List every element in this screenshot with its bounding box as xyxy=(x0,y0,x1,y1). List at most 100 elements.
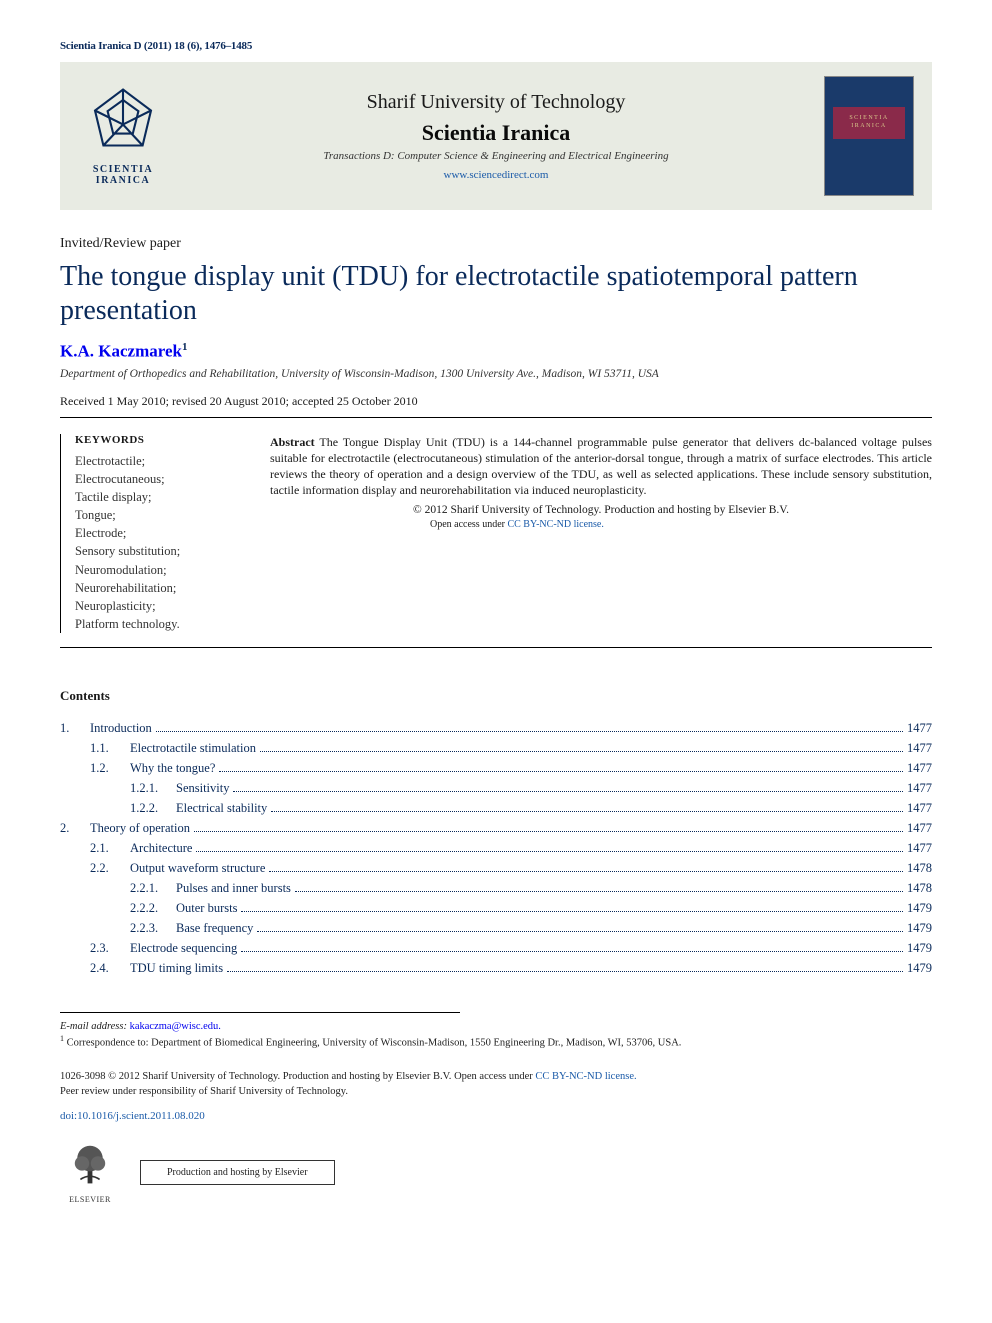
issn-copyright-line: 1026-3098 © 2012 Sharif University of Te… xyxy=(60,1069,932,1085)
table-of-contents: 1.Introduction14771.1.Electrotactile sti… xyxy=(60,718,932,978)
toc-number: 2.3. xyxy=(90,938,130,958)
toc-page: 1477 xyxy=(907,778,932,798)
toc-row[interactable]: 1.2.2.Electrical stability1477 xyxy=(60,798,932,818)
footer-block: 1026-3098 © 2012 Sharif University of Te… xyxy=(60,1069,932,1125)
toc-row[interactable]: 2.2.Output waveform structure 1478 xyxy=(60,858,932,878)
journal-name: Scientia Iranica xyxy=(186,120,806,146)
keywords-heading: KEYWORDS xyxy=(75,434,240,446)
keyword-item: Tactile display; xyxy=(75,488,240,506)
divider xyxy=(60,417,932,418)
toc-number: 2.2.1. xyxy=(130,878,176,898)
toc-number: 2.1. xyxy=(90,838,130,858)
masthead-center: Sharif University of Technology Scientia… xyxy=(186,91,806,182)
journal-reference: Scientia Iranica D (2011) 18 (6), 1476–1… xyxy=(60,40,932,52)
footer-license-link[interactable]: CC BY-NC-ND license. xyxy=(535,1071,636,1082)
toc-label: Base frequency xyxy=(176,918,253,938)
author-name: K.A. Kaczmarek1 xyxy=(60,341,932,362)
toc-row[interactable]: 2.2.2.Outer bursts 1479 xyxy=(60,898,932,918)
keyword-item: Electrotactile; xyxy=(75,452,240,470)
toc-row[interactable]: 1.2.Why the tongue?1477 xyxy=(60,758,932,778)
toc-leader xyxy=(219,771,903,772)
toc-leader xyxy=(227,971,903,972)
license-line: Open access under CC BY-NC-ND license. xyxy=(270,518,932,532)
correspondence-text: Correspondence to: Department of Biomedi… xyxy=(67,1038,682,1049)
author-link[interactable]: K.A. Kaczmarek xyxy=(60,342,182,361)
toc-row[interactable]: 2.4.TDU timing limits1479 xyxy=(60,958,932,978)
toc-number: 1.1. xyxy=(90,738,130,758)
toc-leader xyxy=(295,891,903,892)
toc-page: 1477 xyxy=(907,718,932,738)
copyright-line: © 2012 Sharif University of Technology. … xyxy=(270,503,932,519)
logo-caption: SCIENTIA IRANICA xyxy=(78,164,168,186)
author-footnote-marker: 1 xyxy=(182,341,188,353)
doi-link[interactable]: doi:10.1016/j.scient.2011.08.020 xyxy=(60,1110,205,1122)
toc-row[interactable]: 1.Introduction 1477 xyxy=(60,718,932,738)
toc-row[interactable]: 2.Theory of operation1477 xyxy=(60,818,932,838)
toc-label: Architecture xyxy=(130,838,192,858)
toc-number: 2.2. xyxy=(90,858,130,878)
scientia-iranica-icon xyxy=(88,86,158,156)
journal-url[interactable]: www.sciencedirect.com xyxy=(444,169,549,181)
abstract-column: Abstract The Tongue Display Unit (TDU) i… xyxy=(270,434,932,633)
license-prefix: Open access under xyxy=(430,519,507,530)
transactions-line: Transactions D: Computer Science & Engin… xyxy=(186,150,806,162)
toc-label: Introduction xyxy=(90,718,152,738)
toc-leader xyxy=(260,751,903,752)
toc-label: Electrode sequencing xyxy=(130,938,237,958)
toc-leader xyxy=(269,871,903,872)
toc-label: Why the tongue? xyxy=(130,758,215,778)
toc-row[interactable]: 2.2.3.Base frequency 1479 xyxy=(60,918,932,938)
toc-row[interactable]: 1.2.1.Sensitivity1477 xyxy=(60,778,932,798)
keywords-column: KEYWORDS Electrotactile;Electrocutaneous… xyxy=(60,434,240,633)
correspondence-marker: 1 xyxy=(60,1034,64,1043)
toc-page: 1477 xyxy=(907,738,932,758)
elsevier-tree-icon xyxy=(66,1141,114,1189)
toc-label: Pulses and inner bursts xyxy=(176,878,291,898)
toc-number: 2.2.2. xyxy=(130,898,176,918)
toc-label: Electrotactile stimulation xyxy=(130,738,256,758)
toc-page: 1479 xyxy=(907,898,932,918)
university-name: Sharif University of Technology xyxy=(186,91,806,114)
elsevier-caption: ELSEVIER xyxy=(60,1195,120,1204)
email-footnote: E-mail address: kakaczma@wisc.edu. xyxy=(60,1021,460,1032)
toc-page: 1478 xyxy=(907,878,932,898)
toc-number: 2.2.3. xyxy=(130,918,176,938)
toc-leader xyxy=(233,791,903,792)
toc-number: 1.2.2. xyxy=(130,798,176,818)
toc-row[interactable]: 2.3.Electrode sequencing1479 xyxy=(60,938,932,958)
article-title: The tongue display unit (TDU) for electr… xyxy=(60,260,932,327)
toc-number: 1. xyxy=(60,718,90,738)
toc-row[interactable]: 1.1.Electrotactile stimulation 1477 xyxy=(60,738,932,758)
masthead: SCIENTIA IRANICA Sharif University of Te… xyxy=(60,62,932,210)
toc-leader xyxy=(241,911,903,912)
issn-prefix: 1026-3098 © 2012 Sharif University of Te… xyxy=(60,1071,454,1082)
toc-leader xyxy=(156,731,903,732)
toc-page: 1477 xyxy=(907,798,932,818)
keyword-item: Neuromodulation; xyxy=(75,561,240,579)
abstract-heading: Abstract xyxy=(270,435,315,449)
peer-review-line: Peer review under responsibility of Shar… xyxy=(60,1084,932,1100)
author-affiliation: Department of Orthopedics and Rehabilita… xyxy=(60,368,932,380)
journal-logo: SCIENTIA IRANICA xyxy=(78,86,168,186)
toc-row[interactable]: 2.2.1.Pulses and inner bursts 1478 xyxy=(60,878,932,898)
toc-label: Outer bursts xyxy=(176,898,237,918)
toc-leader xyxy=(241,951,903,952)
toc-label: Output waveform structure xyxy=(130,858,265,878)
elsevier-footer: ELSEVIER Production and hosting by Elsev… xyxy=(60,1141,932,1204)
toc-page: 1477 xyxy=(907,838,932,858)
email-link[interactable]: kakaczma@wisc.edu. xyxy=(130,1021,221,1032)
abstract-section: KEYWORDS Electrotactile;Electrocutaneous… xyxy=(60,424,932,641)
elsevier-logo: ELSEVIER xyxy=(60,1141,120,1204)
toc-row[interactable]: 2.1.Architecture 1477 xyxy=(60,838,932,858)
keyword-item: Electrocutaneous; xyxy=(75,470,240,488)
toc-page: 1478 xyxy=(907,858,932,878)
keyword-item: Neurorehabilitation; xyxy=(75,579,240,597)
toc-page: 1479 xyxy=(907,918,932,938)
toc-number: 2. xyxy=(60,818,90,838)
abstract-text: The Tongue Display Unit (TDU) is a 144-c… xyxy=(270,435,932,498)
keyword-item: Electrode; xyxy=(75,524,240,542)
license-link[interactable]: CC BY-NC-ND license. xyxy=(507,519,603,530)
hosting-box: Production and hosting by Elsevier xyxy=(140,1160,335,1185)
toc-page: 1477 xyxy=(907,818,932,838)
toc-page: 1479 xyxy=(907,958,932,978)
